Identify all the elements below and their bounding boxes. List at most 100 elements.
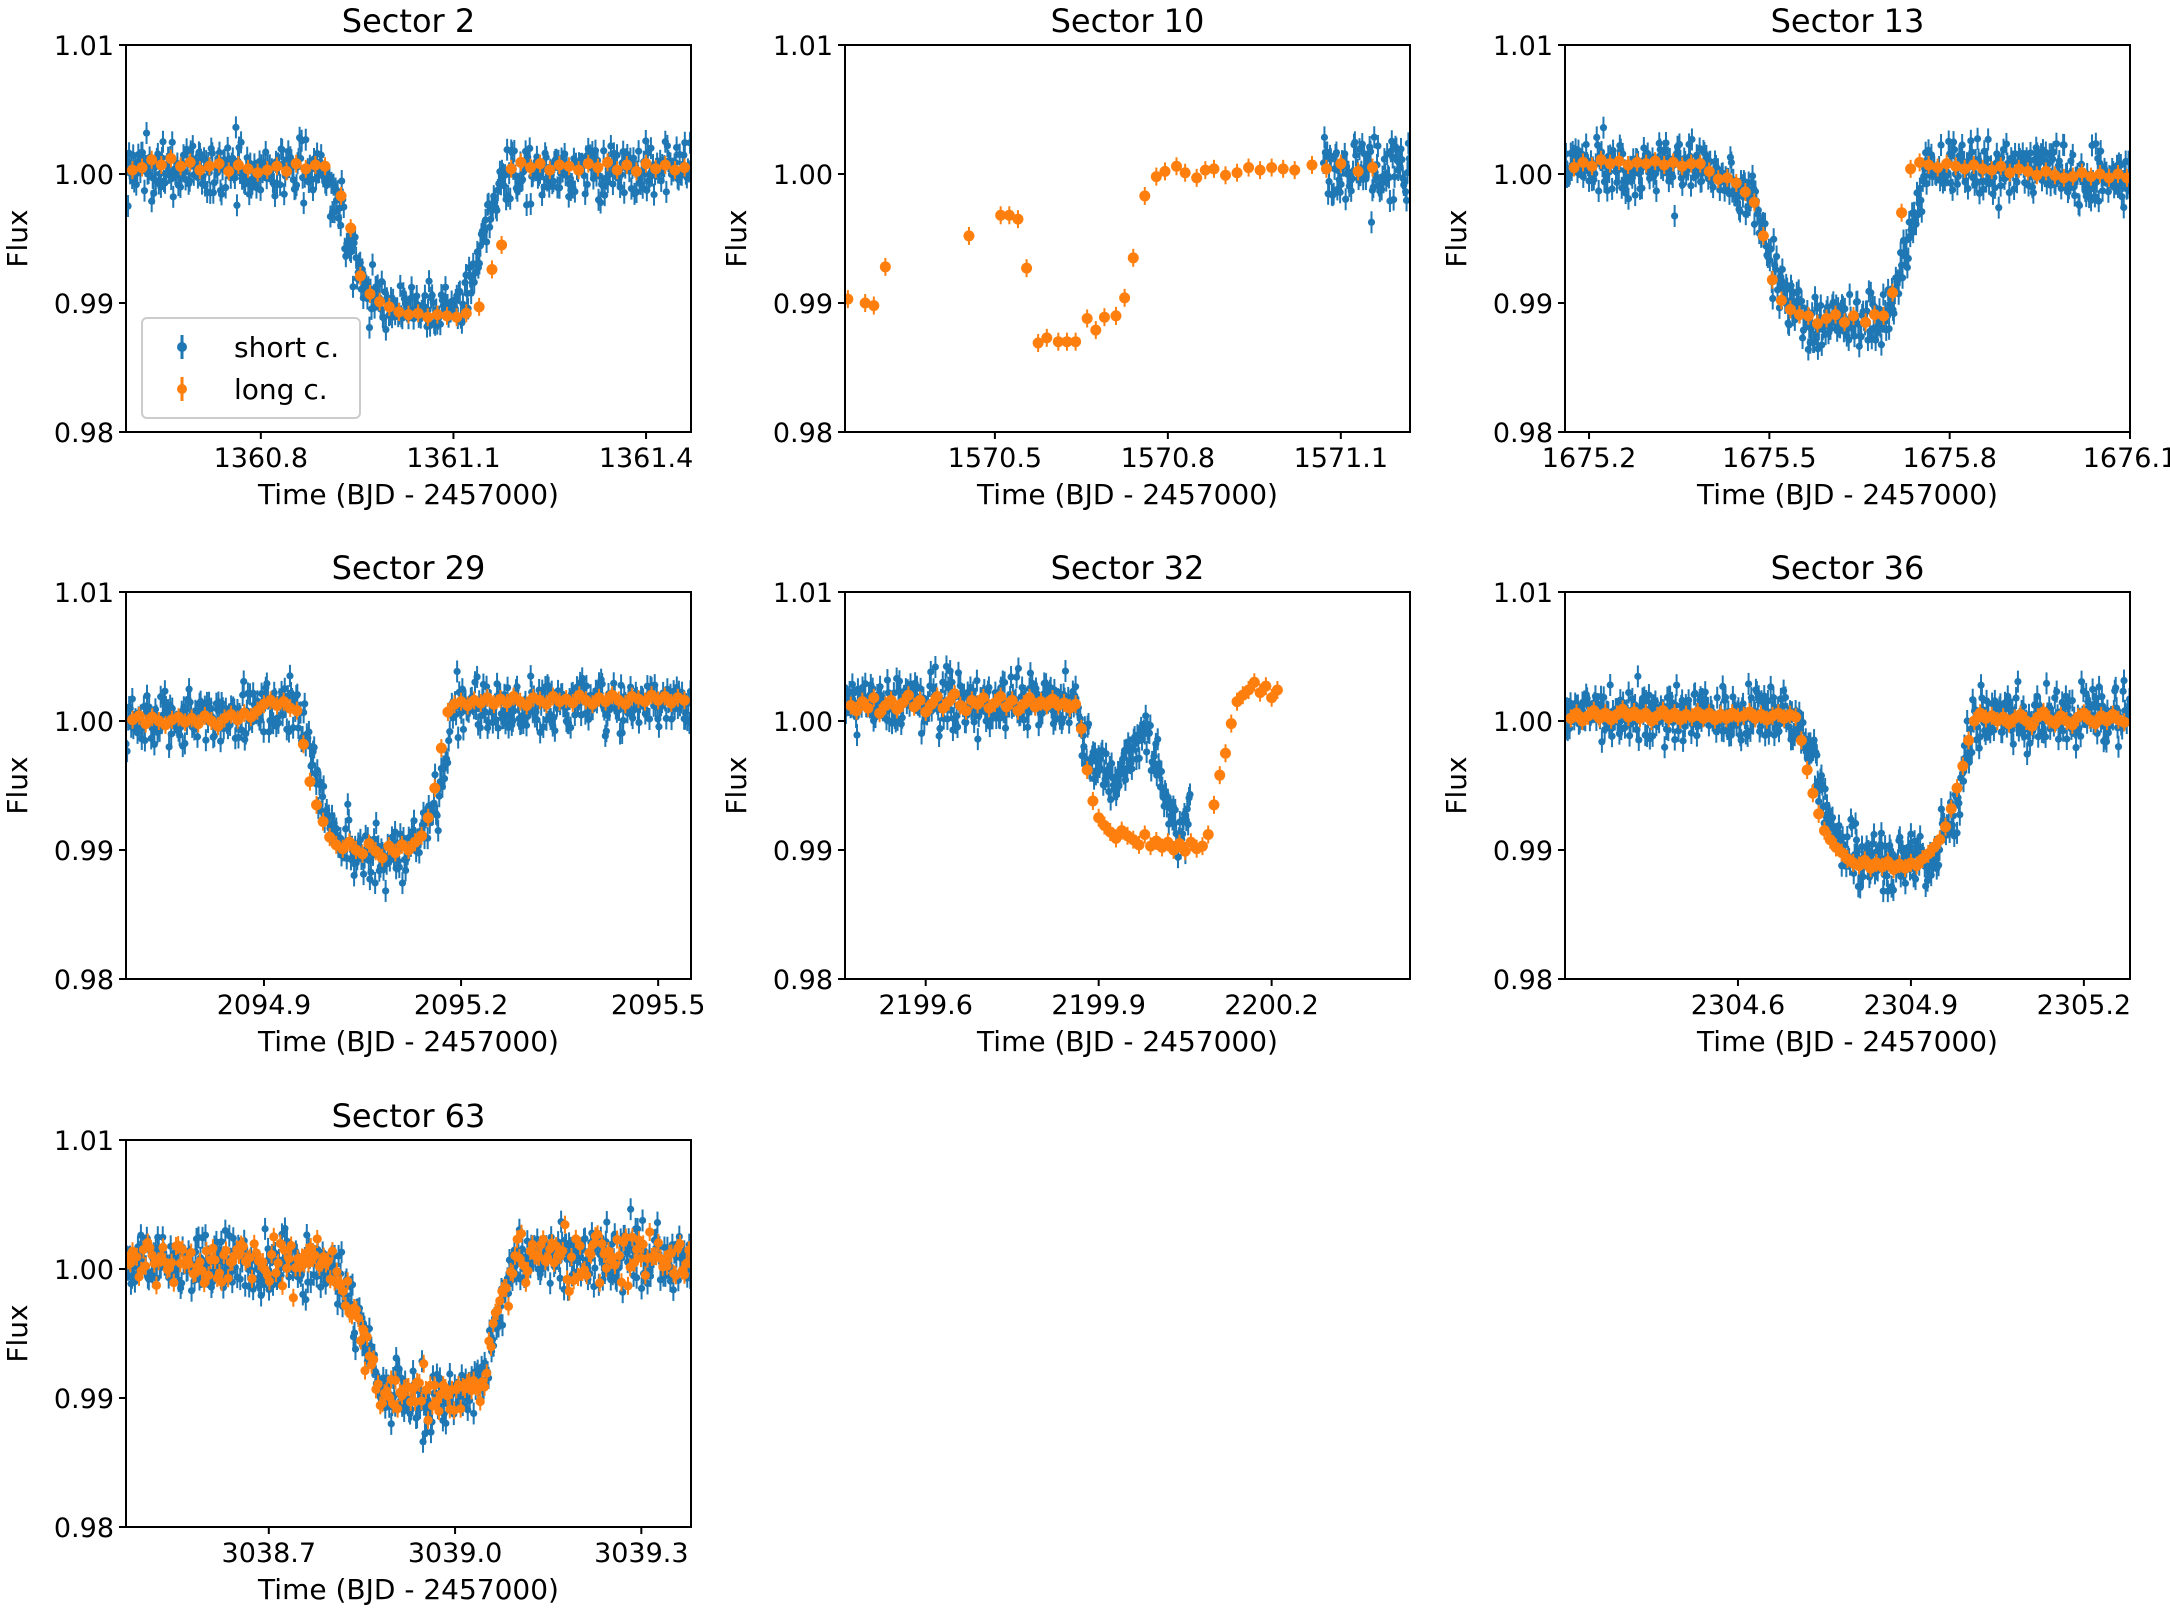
short-cadence-point	[1761, 220, 1769, 228]
long-cadence-point	[1887, 287, 1899, 299]
short-cadence-point	[281, 685, 289, 693]
long-cadence-point	[261, 164, 273, 176]
long-cadence-point	[304, 776, 316, 788]
short-cadence-point	[440, 775, 449, 783]
short-cadence-point	[629, 714, 637, 722]
short-cadence-point	[533, 716, 541, 724]
short-cadence-point	[582, 682, 591, 690]
long-cadence-point	[1793, 309, 1805, 321]
short-cadence-point	[1332, 148, 1341, 157]
long-cadence-point	[354, 270, 366, 282]
long-cadence-point	[879, 261, 891, 273]
long-cadence-point	[1041, 332, 1053, 344]
long-cadence-point	[1775, 294, 1787, 306]
short-cadence-point	[150, 740, 158, 749]
short-cadence-point	[1352, 151, 1360, 159]
long-cadence-point	[1075, 723, 1087, 735]
short-cadence-point	[1950, 146, 1959, 154]
long-cadence-point	[297, 738, 309, 750]
long-cadence-point	[1139, 190, 1151, 202]
short-cadence-point	[193, 733, 202, 741]
long-cadence-point	[1179, 167, 1191, 179]
short-cadence-point	[1770, 235, 1778, 243]
y-tick-label: 1.01	[773, 31, 833, 62]
long-cadence-point	[345, 222, 357, 234]
long-cadence-point	[213, 158, 225, 170]
short-cadence-point	[169, 193, 177, 201]
long-cadence-point	[2040, 165, 2052, 177]
short-cadence-point	[410, 817, 418, 825]
long-cadence-point	[1703, 165, 1715, 177]
short-cadence-point	[667, 715, 676, 723]
short-cadence-point	[869, 685, 877, 693]
short-cadence-point	[476, 724, 484, 732]
short-cadence-point	[550, 713, 558, 722]
x-axis-label: Time (BJD - 2457000)	[976, 478, 1278, 511]
short-cadence-point	[1325, 177, 1333, 186]
short-cadence-point	[340, 203, 348, 211]
short-cadence-point	[181, 739, 189, 748]
long-cadence-point	[1950, 160, 1962, 172]
short-cadence-point	[1608, 185, 1616, 193]
short-cadence-point	[1877, 341, 1885, 349]
short-cadence-point	[278, 146, 286, 154]
short-cadence-point	[615, 706, 623, 714]
short-cadence-point	[344, 800, 352, 808]
chart-panel: Sector 29 0.98 0.99 1.00 1.01 2094.9 2095.2 209…	[1, 549, 705, 1058]
long-cadence-point	[640, 158, 652, 170]
long-cadence-point	[1243, 162, 1255, 174]
short-cadence-point	[681, 139, 689, 147]
short-cadence-point	[161, 179, 169, 187]
short-cadence-point	[280, 190, 288, 198]
short-cadence-point	[132, 181, 140, 189]
x-tick-label: 2094.9	[217, 990, 311, 1021]
short-cadence-point	[898, 714, 906, 722]
long-cadence-point	[1869, 309, 1881, 321]
short-cadence-point	[1631, 191, 1639, 199]
long-cadence-point	[317, 816, 329, 828]
short-cadence-point	[1024, 723, 1032, 731]
short-cadence-point	[1385, 173, 1393, 182]
y-tick-label: 1.00	[54, 707, 114, 738]
long-cadence-point	[1848, 310, 1860, 322]
short-cadence-point	[413, 292, 421, 300]
short-cadence-point	[542, 153, 550, 161]
short-cadence-point	[207, 705, 215, 713]
short-cadence-point	[1028, 679, 1036, 687]
short-cadence-point	[1937, 141, 1945, 149]
short-cadence-point	[301, 700, 309, 708]
short-cadence-point	[352, 254, 360, 262]
long-cadence-point	[1802, 310, 1814, 322]
long-cadence-point	[1173, 838, 1185, 850]
short-cadence-point	[2098, 187, 2107, 195]
long-cadence-point	[422, 311, 434, 323]
chart-panel: Sector 2 0.98 0.99 1.00 1.01 1360.8 1361.1 1361…	[1, 2, 693, 511]
short-cadence-point	[1404, 139, 1410, 147]
long-cadence-point	[1604, 158, 1616, 170]
short-cadence-point	[126, 202, 132, 210]
short-cadence-point	[156, 170, 164, 178]
short-cadence-point	[1973, 135, 1982, 143]
short-cadence-point	[2010, 185, 2018, 193]
short-cadence-point	[662, 188, 670, 196]
short-cadence-point	[263, 679, 271, 688]
short-cadence-point	[1065, 719, 1073, 727]
long-cadence-point	[431, 309, 443, 321]
long-cadence-point	[343, 836, 355, 848]
long-cadence-point	[473, 301, 485, 313]
short-cadence-point	[241, 735, 249, 744]
short-cadence-point	[583, 180, 591, 189]
short-cadence-point	[317, 151, 325, 159]
long-cadence-point	[281, 165, 293, 177]
short-cadence-point	[1184, 820, 1192, 828]
short-cadence-point	[289, 724, 297, 732]
short-cadence-point	[482, 238, 491, 246]
short-cadence-point	[635, 718, 643, 727]
short-cadence-point	[510, 147, 518, 155]
short-cadence-point	[1772, 252, 1781, 261]
long-cadence-point	[1932, 162, 1944, 174]
y-axis-label: Flux	[1, 209, 34, 267]
short-cadence-point	[861, 680, 869, 688]
short-cadence-point	[342, 825, 350, 833]
long-cadence-point	[1150, 171, 1162, 183]
